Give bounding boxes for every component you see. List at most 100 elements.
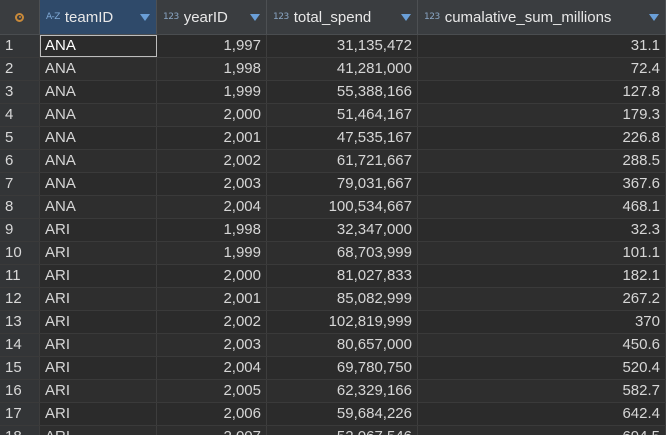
cell-cumalative-sum-millions[interactable]: 468.1 [418,196,666,218]
cell-teamid[interactable]: ARI [40,311,157,333]
cell-total-spend[interactable]: 59,684,226 [267,403,418,425]
filter-dropdown-icon[interactable] [250,13,260,21]
table-row[interactable]: 8 ANA 2,004 100,534,667 468.1 [0,196,666,219]
cell-total-spend[interactable]: 61,721,667 [267,150,418,172]
cell-cumalative-sum-millions[interactable]: 127.8 [418,81,666,103]
cell-total-spend[interactable]: 47,535,167 [267,127,418,149]
table-row[interactable]: 13 ARI 2,002 102,819,999 370 [0,311,666,334]
cell-teamid[interactable]: ARI [40,426,157,435]
cell-yearid[interactable]: 1,997 [157,35,267,57]
row-number[interactable]: 7 [0,173,40,195]
table-row[interactable]: 15 ARI 2,004 69,780,750 520.4 [0,357,666,380]
cell-teamid[interactable]: ARI [40,380,157,402]
cell-total-spend[interactable]: 51,464,167 [267,104,418,126]
cell-cumalative-sum-millions[interactable]: 367.6 [418,173,666,195]
row-number[interactable]: 11 [0,265,40,287]
table-row[interactable]: 4 ANA 2,000 51,464,167 179.3 [0,104,666,127]
cell-teamid[interactable]: ANA [40,104,157,126]
row-number[interactable]: 1 [0,35,40,57]
cell-teamid[interactable]: ARI [40,357,157,379]
table-row[interactable]: 18ARI2,00752,067,546694.5 [0,426,666,435]
cell-yearid[interactable]: 2,003 [157,334,267,356]
cell-cumalative-sum-millions[interactable]: 520.4 [418,357,666,379]
cell-teamid[interactable]: ARI [40,242,157,264]
column-header-cumalative-sum-millions[interactable]: 123 cumalative_sum_millions [418,0,666,34]
cell-cumalative-sum-millions[interactable]: 226.8 [418,127,666,149]
cell-total-spend[interactable]: 80,657,000 [267,334,418,356]
cell-total-spend[interactable]: 31,135,472 [267,35,418,57]
row-number[interactable]: 13 [0,311,40,333]
filter-dropdown-icon[interactable] [140,13,150,21]
cell-total-spend[interactable]: 69,780,750 [267,357,418,379]
cell-cumalative-sum-millions[interactable]: 642.4 [418,403,666,425]
cell-yearid[interactable]: 2,006 [157,403,267,425]
table-row[interactable]: 16 ARI 2,005 62,329,166 582.7 [0,380,666,403]
cell-yearid[interactable]: 2,004 [157,196,267,218]
cell-yearid[interactable]: 2,000 [157,265,267,287]
cell-total-spend[interactable]: 68,703,999 [267,242,418,264]
cell-cumalative-sum-millions[interactable]: 32.3 [418,219,666,241]
cell-teamid[interactable]: ARI [40,403,157,425]
cell-yearid[interactable]: 2,007 [157,426,267,435]
table-row[interactable]: 12 ARI 2,001 85,082,999 267.2 [0,288,666,311]
select-all-corner[interactable] [0,0,40,34]
cell-cumalative-sum-millions[interactable]: 72.4 [418,58,666,80]
cell-teamid[interactable]: ARI [40,334,157,356]
cell-teamid[interactable]: ANA [40,150,157,172]
cell-cumalative-sum-millions[interactable]: 101.1 [418,242,666,264]
cell-total-spend[interactable]: 100,534,667 [267,196,418,218]
row-number[interactable]: 2 [0,58,40,80]
cell-cumalative-sum-millions[interactable]: 267.2 [418,288,666,310]
row-number[interactable]: 17 [0,403,40,425]
cell-cumalative-sum-millions[interactable]: 182.1 [418,265,666,287]
cell-teamid[interactable]: ANA [40,173,157,195]
table-row[interactable]: 2 ANA 1,998 41,281,000 72.4 [0,58,666,81]
table-row[interactable]: 6 ANA 2,002 61,721,667 288.5 [0,150,666,173]
cell-total-spend[interactable]: 62,329,166 [267,380,418,402]
cell-total-spend[interactable]: 102,819,999 [267,311,418,333]
cell-teamid[interactable]: ANA [40,35,157,57]
cell-teamid[interactable]: ANA [40,196,157,218]
cell-yearid[interactable]: 2,004 [157,357,267,379]
row-number[interactable]: 9 [0,219,40,241]
row-number[interactable]: 15 [0,357,40,379]
filter-dropdown-icon[interactable] [649,13,659,21]
cell-yearid[interactable]: 2,003 [157,173,267,195]
row-number[interactable]: 5 [0,127,40,149]
table-row[interactable]: 10 ARI 1,999 68,703,999 101.1 [0,242,666,265]
table-row[interactable]: 3 ANA 1,999 55,388,166 127.8 [0,81,666,104]
filter-dropdown-icon[interactable] [401,13,411,21]
table-row[interactable]: 1 ANA 1,997 31,135,472 31.1 [0,35,666,58]
cell-yearid[interactable]: 1,999 [157,242,267,264]
table-row[interactable]: 7 ANA 2,003 79,031,667 367.6 [0,173,666,196]
row-number[interactable]: 8 [0,196,40,218]
cell-total-spend[interactable]: 85,082,999 [267,288,418,310]
cell-total-spend[interactable]: 32,347,000 [267,219,418,241]
cell-cumalative-sum-millions[interactable]: 179.3 [418,104,666,126]
cell-yearid[interactable]: 2,001 [157,288,267,310]
cell-yearid[interactable]: 1,998 [157,58,267,80]
column-header-teamid[interactable]: A-Z teamID [40,0,157,34]
row-number[interactable]: 18 [0,426,40,435]
row-number[interactable]: 12 [0,288,40,310]
row-number[interactable]: 4 [0,104,40,126]
cell-cumalative-sum-millions[interactable]: 582.7 [418,380,666,402]
cell-yearid[interactable]: 2,001 [157,127,267,149]
cell-total-spend[interactable]: 41,281,000 [267,58,418,80]
cell-cumalative-sum-millions[interactable]: 31.1 [418,35,666,57]
table-row[interactable]: 14 ARI 2,003 80,657,000 450.6 [0,334,666,357]
cell-yearid[interactable]: 2,005 [157,380,267,402]
row-number[interactable]: 6 [0,150,40,172]
table-row[interactable]: 9 ARI 1,998 32,347,000 32.3 [0,219,666,242]
cell-total-spend[interactable]: 81,027,833 [267,265,418,287]
cell-yearid[interactable]: 2,002 [157,311,267,333]
column-header-yearid[interactable]: 123 yearID [157,0,267,34]
row-number[interactable]: 3 [0,81,40,103]
cell-cumalative-sum-millions[interactable]: 450.6 [418,334,666,356]
cell-teamid[interactable]: ANA [40,58,157,80]
cell-yearid[interactable]: 2,000 [157,104,267,126]
cell-yearid[interactable]: 1,998 [157,219,267,241]
table-row[interactable]: 5 ANA 2,001 47,535,167 226.8 [0,127,666,150]
cell-yearid[interactable]: 1,999 [157,81,267,103]
row-number[interactable]: 16 [0,380,40,402]
